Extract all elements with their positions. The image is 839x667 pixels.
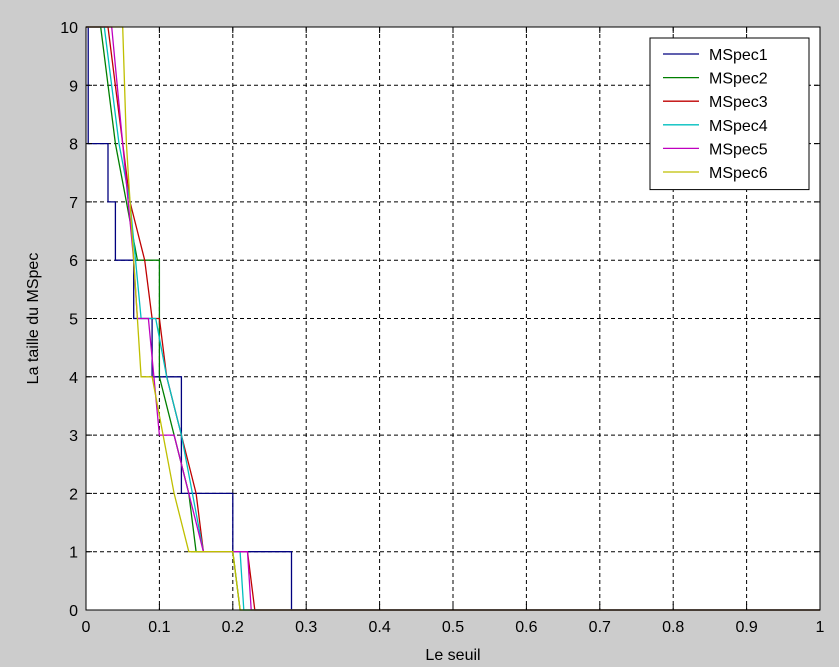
x-tick-label: 0.6: [515, 619, 537, 636]
x-tick-label: 0.3: [295, 619, 317, 636]
x-tick-label: 0.5: [442, 619, 464, 636]
y-axis-label: La taille du MSpec: [25, 253, 42, 385]
legend: MSpec1 MSpec2 MSpec3 MSpec4 MSpec5 MSpec6: [650, 38, 809, 190]
y-tick-label: 7: [69, 195, 78, 212]
x-tick-label: 1: [816, 619, 825, 636]
y-tick-label: 6: [69, 253, 78, 270]
y-tick-label: 5: [69, 312, 78, 329]
x-tick-label: 0: [82, 619, 91, 636]
x-tick-label: 0.7: [589, 619, 611, 636]
legend-label: MSpec5: [709, 141, 768, 158]
x-tick-label: 0.2: [222, 619, 244, 636]
legend-label: MSpec3: [709, 94, 768, 111]
y-tick-label: 9: [69, 78, 78, 95]
legend-label: MSpec4: [709, 118, 768, 135]
x-tick-label: 0.4: [368, 619, 390, 636]
legend-label: MSpec6: [709, 165, 768, 182]
y-tick-label: 8: [69, 137, 78, 154]
y-tick-label: 2: [69, 486, 78, 503]
legend-label: MSpec1: [709, 47, 768, 64]
x-tick-label: 0.1: [148, 619, 170, 636]
y-tick-label: 10: [60, 20, 78, 37]
y-tick-label: 3: [69, 428, 78, 445]
y-tick-label: 0: [69, 603, 78, 620]
x-tick-label: 0.9: [735, 619, 757, 636]
y-tick-label: 1: [69, 545, 78, 562]
x-tick-label: 0.8: [662, 619, 684, 636]
x-axis-label: Le seuil: [425, 647, 480, 664]
legend-label: MSpec2: [709, 71, 768, 88]
y-tick-label: 4: [69, 370, 78, 387]
